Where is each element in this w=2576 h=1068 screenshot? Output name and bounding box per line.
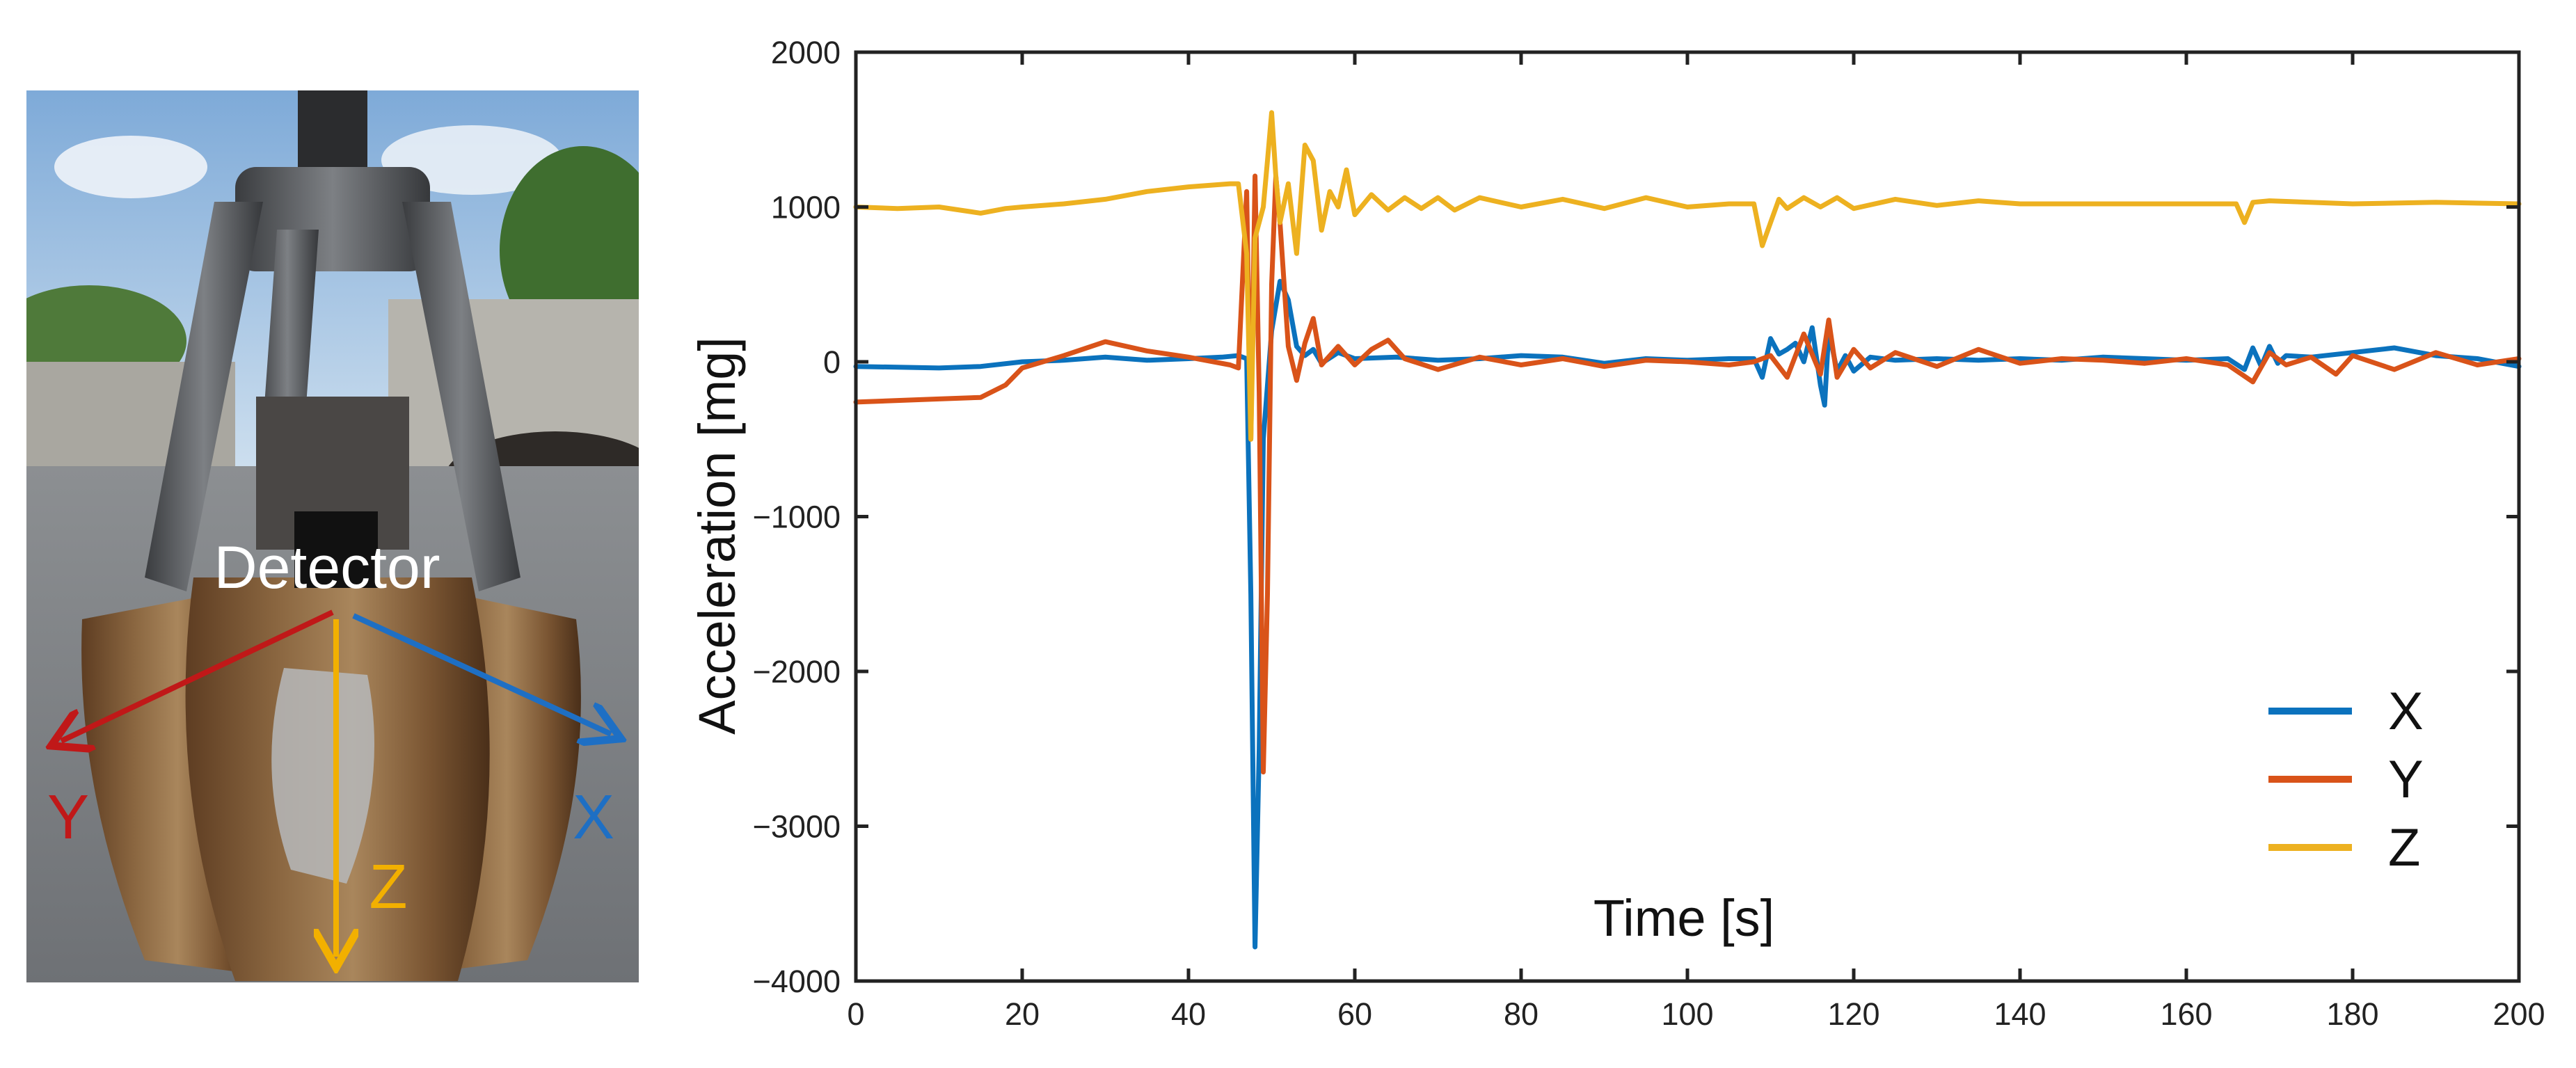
series-line-z <box>853 110 2522 442</box>
legend-label-x: X <box>2388 682 2424 741</box>
x-tick-label: 0 <box>847 996 864 1032</box>
y-axis-label: Y <box>47 783 89 852</box>
plot-frame <box>854 50 2521 983</box>
x-tick-label: 160 <box>2160 996 2212 1032</box>
series-layer <box>853 110 2522 950</box>
grab-photo: Detector Y X Z <box>26 90 639 982</box>
tick-layer: 0 20 40 60 80 100 120 140 160 180 200 −4000 −3000 −20… <box>753 35 2545 1032</box>
legend-label-z: Z <box>2388 818 2420 877</box>
x-tick-label: 140 <box>1994 996 2046 1032</box>
acceleration-chart: 0 20 40 60 80 100 120 140 160 180 200 −4000 −3000 −20… <box>654 0 2576 1068</box>
series-line-y <box>853 173 2522 775</box>
y-tick-label: 2000 <box>771 35 841 70</box>
y-tick-label: 0 <box>823 344 841 380</box>
legend: XYZ <box>2268 682 2424 877</box>
y-tick-label: −2000 <box>753 654 841 690</box>
detector-box <box>294 511 378 588</box>
x-axis-title: Time [s] <box>1593 889 1774 947</box>
cylinder-right <box>402 202 520 591</box>
series-line-x <box>853 278 2522 950</box>
y-tick-label: −3000 <box>753 809 841 845</box>
x-tick-label: 20 <box>1005 996 1040 1032</box>
detector-label: Detector <box>214 534 440 601</box>
x-tick-label: 100 <box>1661 996 1713 1032</box>
chart-svg: 0 20 40 60 80 100 120 140 160 180 200 −4000 −3000 −20… <box>688 35 2545 1032</box>
y-tick-label: 1000 <box>771 190 841 225</box>
y-tick-label: −4000 <box>753 964 841 999</box>
x-axis-label: X <box>573 783 614 852</box>
legend-label-y: Y <box>2388 750 2424 809</box>
grab-photo-illustration: Detector Y X Z <box>26 90 639 982</box>
x-tick-label: 180 <box>2326 996 2378 1032</box>
x-tick-label: 120 <box>1827 996 1879 1032</box>
y-axis-title: Acceleration [mg] <box>688 337 746 735</box>
y-tick-label: −1000 <box>753 500 841 535</box>
x-tick-label: 200 <box>2492 996 2545 1032</box>
z-axis-label: Z <box>369 852 408 922</box>
grab-head <box>235 167 430 271</box>
x-tick-label: 40 <box>1171 996 1206 1032</box>
x-tick-label: 60 <box>1337 996 1372 1032</box>
cylinder-left <box>145 202 263 591</box>
x-axis-arrow <box>352 613 611 734</box>
x-tick-label: 80 <box>1504 996 1539 1032</box>
y-axis-arrow <box>61 609 334 741</box>
